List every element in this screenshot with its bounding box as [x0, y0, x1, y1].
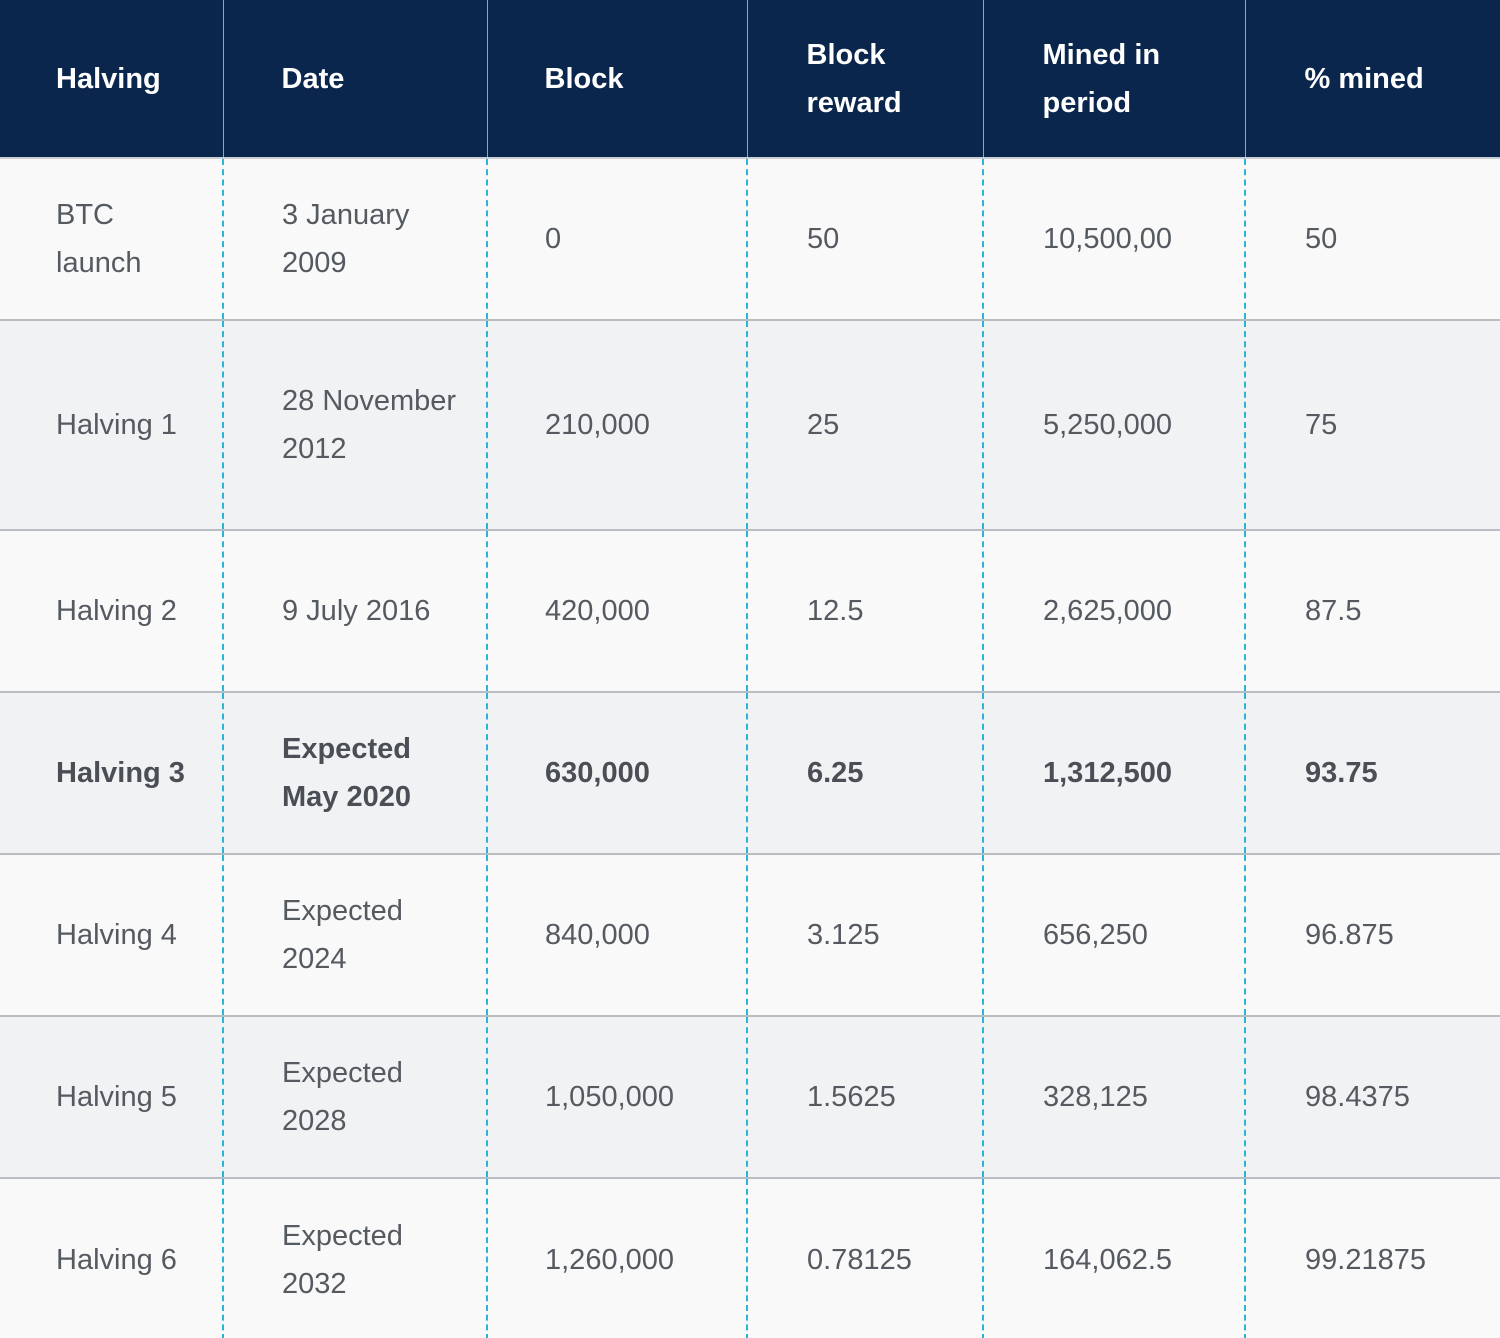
table-row: Halving 1 28 November 2012 210,000 25 5,… — [0, 320, 1500, 531]
cell-block: 0 — [486, 158, 747, 321]
cell-date: Expected 2024 — [222, 854, 487, 1017]
cell-halving: Halving 6 — [0, 1178, 223, 1338]
cell-block-reward: 3.125 — [746, 854, 983, 1017]
table-row: Halving 5 Expected 2028 1,050,000 1.5625… — [0, 1016, 1500, 1179]
cell-date: Expected 2028 — [222, 1016, 487, 1179]
cell-mined-in-period: 5,250,000 — [982, 320, 1245, 531]
cell-date: Expected May 2020 — [222, 692, 487, 855]
cell-block: 420,000 — [486, 530, 747, 693]
cell-block: 630,000 — [486, 692, 747, 855]
table-row-highlighted: Halving 3 Expected May 2020 630,000 6.25… — [0, 692, 1500, 855]
cell-block: 840,000 — [486, 854, 747, 1017]
cell-date: 28 November 2012 — [222, 320, 487, 531]
cell-date: Expected 2032 — [222, 1178, 487, 1338]
cell-block: 1,050,000 — [486, 1016, 747, 1179]
cell-halving: Halving 2 — [0, 530, 223, 693]
cell-mined-in-period: 2,625,000 — [982, 530, 1245, 693]
column-header-block-reward: Block reward — [746, 0, 983, 159]
cell-block: 210,000 — [486, 320, 747, 531]
cell-halving: BTC launch — [0, 158, 223, 321]
cell-halving: Halving 5 — [0, 1016, 223, 1179]
cell-block-reward: 12.5 — [746, 530, 983, 693]
cell-mined-in-period: 656,250 — [982, 854, 1245, 1017]
cell-percent-mined: 87.5 — [1244, 530, 1500, 693]
cell-percent-mined: 96.875 — [1244, 854, 1500, 1017]
header-row: Halving Date Block Block reward Mined in… — [0, 0, 1500, 159]
table-row: Halving 4 Expected 2024 840,000 3.125 65… — [0, 854, 1500, 1017]
cell-mined-in-period: 10,500,00 — [982, 158, 1245, 321]
cell-halving: Halving 4 — [0, 854, 223, 1017]
cell-block-reward: 1.5625 — [746, 1016, 983, 1179]
cell-block-reward: 50 — [746, 158, 983, 321]
table-row: Halving 2 9 July 2016 420,000 12.5 2,625… — [0, 530, 1500, 693]
column-header-halving: Halving — [0, 0, 223, 159]
cell-block-reward: 0.78125 — [746, 1178, 983, 1338]
cell-mined-in-period: 328,125 — [982, 1016, 1245, 1179]
cell-percent-mined: 50 — [1244, 158, 1500, 321]
cell-date: 3 January 2009 — [222, 158, 487, 321]
cell-percent-mined: 75 — [1244, 320, 1500, 531]
cell-percent-mined: 98.4375 — [1244, 1016, 1500, 1179]
cell-halving: Halving 3 — [0, 692, 223, 855]
column-header-date: Date — [222, 0, 487, 159]
column-header-percent-mined: % mined — [1244, 0, 1500, 159]
cell-percent-mined: 99.21875 — [1244, 1178, 1500, 1338]
cell-mined-in-period: 164,062.5 — [982, 1178, 1245, 1338]
cell-mined-in-period: 1,312,500 — [982, 692, 1245, 855]
table-header: Halving Date Block Block reward Mined in… — [0, 0, 1500, 159]
cell-block: 1,260,000 — [486, 1178, 747, 1338]
table-row: Halving 6 Expected 2032 1,260,000 0.7812… — [0, 1178, 1500, 1338]
cell-block-reward: 6.25 — [746, 692, 983, 855]
table-body: BTC launch 3 January 2009 0 50 10,500,00… — [0, 158, 1500, 1338]
column-header-block: Block — [486, 0, 747, 159]
cell-halving: Halving 1 — [0, 320, 223, 531]
cell-date: 9 July 2016 — [222, 530, 487, 693]
table-row: BTC launch 3 January 2009 0 50 10,500,00… — [0, 158, 1500, 321]
cell-block-reward: 25 — [746, 320, 983, 531]
cell-percent-mined: 93.75 — [1244, 692, 1500, 855]
column-header-mined-in-period: Mined in period — [982, 0, 1245, 159]
